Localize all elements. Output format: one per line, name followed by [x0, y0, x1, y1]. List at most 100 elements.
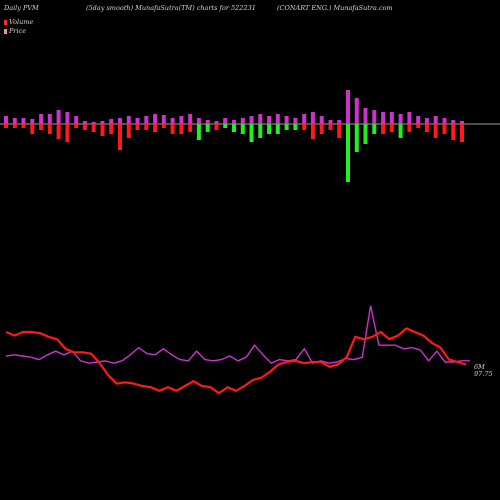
volume-bar-up: [100, 121, 105, 124]
volume-bar-down: [293, 124, 298, 130]
volume-bar-up: [179, 116, 184, 124]
volume-bar-down: [258, 124, 263, 138]
volume-bar-up: [21, 118, 26, 124]
volume-bar-down: [346, 124, 350, 182]
volume-bar-down: [91, 124, 96, 132]
volume-bar-up: [389, 112, 394, 124]
volume-bar-down: [12, 124, 17, 128]
volume-bar-down: [179, 124, 184, 134]
volume-bar-down: [109, 124, 114, 134]
volume-bar-up: [74, 116, 79, 124]
volume-bar-up: [205, 120, 210, 124]
volume-bar-down: [442, 124, 447, 134]
volume-bar-down: [30, 124, 35, 134]
volume-bar-down: [433, 124, 438, 138]
volume-bar-up: [433, 116, 438, 124]
volume-bar-up: [65, 112, 70, 124]
volume-bar-down: [47, 124, 52, 134]
volume-bar-down: [4, 124, 8, 128]
volume-bar-down: [275, 124, 280, 134]
volume-bar-down: [451, 124, 456, 140]
volume-bar-up: [214, 121, 219, 124]
volume-bar-down: [170, 124, 175, 134]
volume-bar-down: [372, 124, 377, 134]
volume-bar-up: [407, 112, 412, 124]
volume-bar-down: [144, 124, 149, 130]
volume-bar-up: [258, 114, 263, 124]
volume-bar-up: [109, 119, 114, 124]
volume-bar-up: [346, 90, 350, 124]
volume-bar-up: [302, 114, 307, 124]
volume-bar-down: [56, 124, 61, 139]
volume-bar-up: [82, 121, 87, 124]
volume-bar-down: [161, 124, 166, 128]
volume-bar-up: [310, 112, 315, 124]
volume-bar-down: [65, 124, 70, 142]
volume-bar-down: [267, 124, 272, 134]
volume-bar-up: [354, 98, 359, 124]
volume-bar-up: [337, 120, 342, 124]
volume-bar-up: [267, 116, 272, 124]
volume-bar-up: [240, 118, 245, 124]
volume-bar-up: [188, 114, 193, 124]
volume-bar-down: [381, 124, 386, 134]
volume-bar-up: [275, 114, 280, 124]
volume-bar-down: [337, 124, 342, 138]
volume-bar-up: [135, 118, 140, 124]
volume-bar-up: [30, 119, 35, 124]
chart-type-label: Daily PVM: [4, 4, 39, 12]
volume-bar-down: [319, 124, 324, 134]
volume-bar-down: [188, 124, 193, 132]
volume-bars: [4, 90, 464, 182]
volume-bar-down: [135, 124, 140, 130]
volume-bar-down: [302, 124, 307, 130]
volume-line: [5, 305, 470, 365]
volume-bar-down: [389, 124, 394, 132]
volume-bar-up: [118, 118, 122, 124]
volume-bar-up: [161, 115, 166, 124]
volume-bar-down: [363, 124, 368, 144]
volume-bar-up: [372, 110, 377, 124]
volume-end-label: 6M: [474, 363, 485, 371]
volume-bar-up: [293, 118, 298, 124]
volume-bar-up: [170, 118, 175, 124]
volume-bar-down: [82, 124, 87, 130]
volume-bar-up: [398, 114, 403, 124]
volume-bar-down: [153, 124, 158, 132]
volume-bar-down: [74, 124, 79, 128]
volume-bar-up: [284, 116, 289, 124]
legend-volume-swatch: [4, 19, 7, 25]
volume-bar-up: [91, 122, 96, 124]
volume-bar-down: [232, 124, 236, 132]
legend-price-label: Price: [9, 27, 27, 35]
legend-price: Price: [4, 27, 26, 35]
volume-bar-up: [153, 114, 158, 124]
volume-bar-up: [39, 114, 44, 124]
company-label: (CONART ENG.) MunafaSutra.com: [277, 4, 393, 12]
volume-bar-up: [451, 120, 456, 124]
volume-bar-up: [328, 120, 333, 124]
volume-bar-up: [196, 118, 201, 124]
volume-bar-down: [310, 124, 315, 139]
volume-bar-down: [284, 124, 289, 130]
volume-bar-down: [196, 124, 201, 140]
volume-bar-down: [407, 124, 412, 132]
volume-bar-down: [249, 124, 254, 142]
volume-bar-down: [100, 124, 105, 136]
volume-bar-down: [460, 124, 464, 142]
volume-bar-up: [126, 116, 131, 124]
volume-bar-down: [328, 124, 333, 130]
volume-bar-down: [118, 124, 122, 150]
volume-bar-down: [39, 124, 44, 130]
legend-volume-label: Volume: [9, 18, 34, 26]
legend-volume: Volume: [4, 18, 33, 26]
volume-bar-up: [249, 116, 254, 124]
volume-bar-up: [232, 120, 236, 124]
price-end-label: 97.75: [474, 370, 493, 378]
volume-bar-down: [354, 124, 359, 152]
volume-bar-down: [424, 124, 429, 132]
volume-bar-down: [398, 124, 403, 138]
volume-bar-up: [12, 118, 17, 124]
